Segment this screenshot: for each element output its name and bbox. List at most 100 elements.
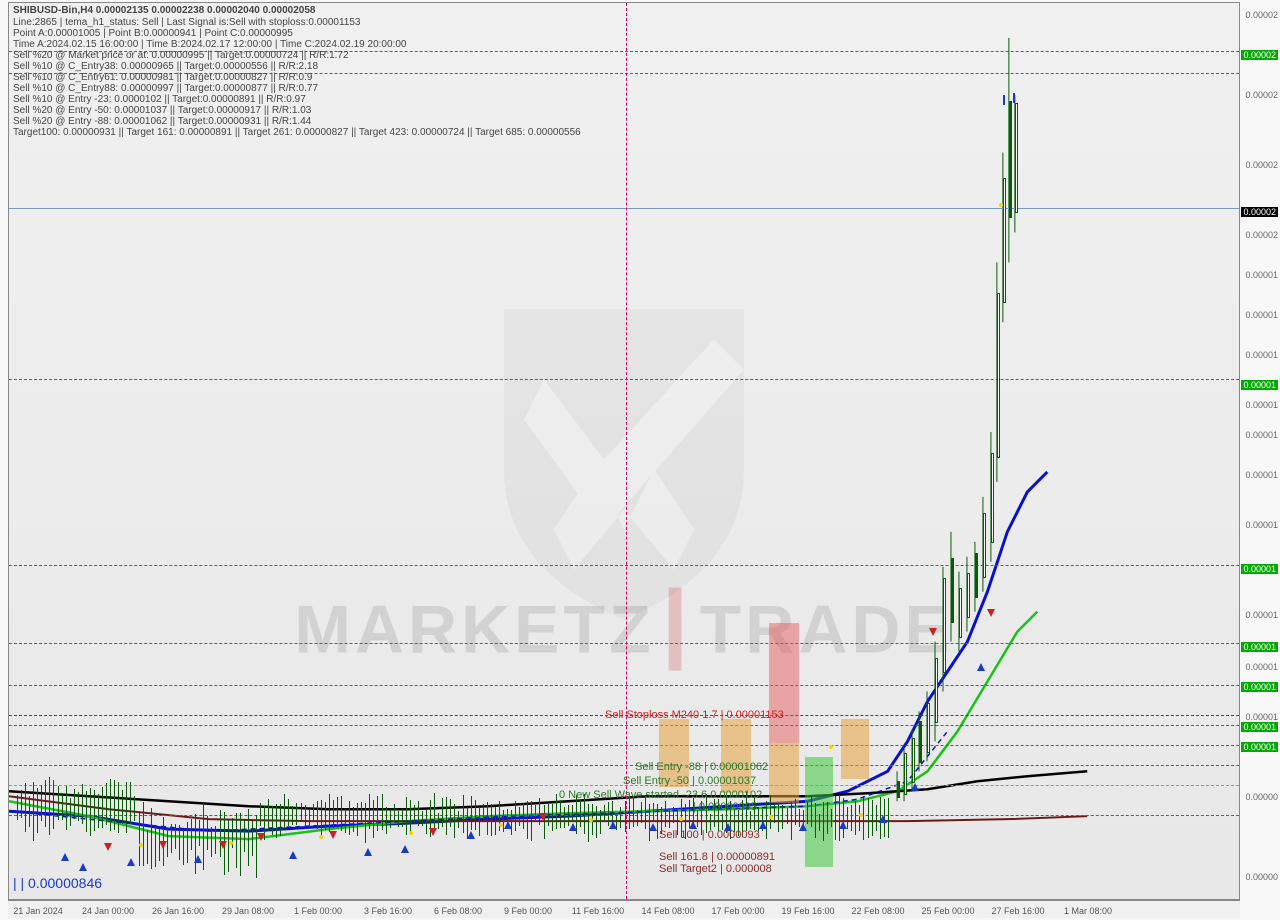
candle <box>633 797 634 828</box>
candle <box>544 805 545 839</box>
candle <box>912 738 915 783</box>
arrow-up-icon <box>364 848 372 856</box>
arrow-up-icon <box>569 823 577 831</box>
info-line: Sell %10 @ C_Entry61: 0.00000981 || Targ… <box>13 72 312 83</box>
price-tick: 0.00001 <box>1241 722 1278 732</box>
price-tick: 0.00002 <box>1245 230 1278 240</box>
time-tick: 26 Jan 16:00 <box>152 906 204 916</box>
arrow-up-icon <box>879 815 887 823</box>
candle <box>855 801 856 834</box>
candle <box>422 811 423 826</box>
price-tick: 0.00002 <box>1245 160 1278 170</box>
candle <box>927 703 930 753</box>
candle <box>260 803 261 826</box>
price-tick: 0.00002 <box>1245 90 1278 100</box>
candle <box>774 804 775 823</box>
candle <box>199 820 200 846</box>
candle <box>710 814 711 831</box>
candle <box>118 782 119 833</box>
candle <box>82 784 83 823</box>
candle <box>365 803 366 843</box>
candle <box>175 824 176 849</box>
candle <box>604 805 605 823</box>
price-tick: 0.00001 <box>1241 742 1278 752</box>
horizontal-line <box>9 745 1239 746</box>
candle <box>600 810 601 834</box>
candle <box>143 802 144 866</box>
candle <box>398 811 399 826</box>
candle <box>62 793 63 820</box>
candle <box>410 800 411 834</box>
chart-annotation: Sell Entry -50 | 0.00001037 <box>623 775 756 787</box>
candle <box>296 803 297 824</box>
candle <box>629 798 630 829</box>
candle <box>454 804 455 838</box>
candle <box>414 805 415 823</box>
chart-annotation: Sell Stoploss M240 1.7 | 0.00001153 <box>605 709 784 721</box>
time-tick: 6 Feb 08:00 <box>434 906 482 916</box>
candle <box>795 799 796 826</box>
candle <box>851 805 852 830</box>
candle <box>556 794 557 828</box>
candle <box>377 796 378 831</box>
candle <box>325 802 326 830</box>
candle <box>37 788 38 833</box>
price-tick: 0.00000 <box>1245 792 1278 802</box>
candle <box>572 805 573 821</box>
candle <box>386 807 387 834</box>
candle <box>1015 103 1018 213</box>
candle <box>552 804 553 831</box>
candle <box>195 814 196 874</box>
candle <box>215 826 216 855</box>
candle <box>321 800 322 836</box>
marker-dot <box>769 815 773 819</box>
candle <box>171 824 172 853</box>
price-tick: 0.00002 <box>1241 207 1278 217</box>
candle <box>220 810 221 858</box>
tick-marker <box>1003 95 1005 105</box>
arrow-up-icon <box>759 821 767 829</box>
candle <box>888 798 889 838</box>
candle <box>284 794 285 829</box>
arrow-up-icon <box>289 851 297 859</box>
candle <box>943 578 946 673</box>
candle <box>280 804 281 836</box>
candle <box>471 796 472 830</box>
candle <box>25 783 26 831</box>
candle <box>625 801 626 832</box>
candle <box>191 819 192 849</box>
candle <box>74 789 75 819</box>
arrow-down-icon <box>219 841 227 849</box>
candle <box>236 813 237 868</box>
candle <box>975 553 978 598</box>
candle <box>831 809 832 828</box>
candle <box>21 790 22 818</box>
horizontal-line <box>9 765 1239 766</box>
arrow-down-icon <box>329 831 337 839</box>
candle <box>782 805 783 829</box>
candle <box>183 830 184 865</box>
price-axis: 0.000020.000020.000020.000020.000020.000… <box>1240 2 1280 900</box>
candle <box>29 796 30 827</box>
candle <box>292 806 293 825</box>
candle <box>766 801 767 839</box>
info-line: Sell %20 @ Entry -88: 0.00001062 || Targ… <box>13 116 311 127</box>
candle <box>475 800 476 829</box>
marker-dot <box>679 817 683 821</box>
time-tick: 14 Feb 08:00 <box>641 906 694 916</box>
candle <box>458 811 459 828</box>
candle <box>807 802 808 824</box>
candle <box>495 807 496 835</box>
candle <box>313 804 314 821</box>
candle <box>66 786 67 830</box>
time-tick: 17 Feb 00:00 <box>711 906 764 916</box>
time-tick: 29 Jan 08:00 <box>222 906 274 916</box>
candle <box>997 293 1000 458</box>
candle <box>815 803 816 838</box>
candle <box>442 798 443 827</box>
chart-area[interactable]: MARKETZ┃TRADE Sell Stoploss M240 1.7 | 0… <box>8 2 1240 900</box>
watermark-left: MARKETZ <box>294 592 654 668</box>
arrow-up-icon <box>977 663 985 671</box>
candle <box>70 798 71 826</box>
arrow-down-icon <box>987 609 995 617</box>
